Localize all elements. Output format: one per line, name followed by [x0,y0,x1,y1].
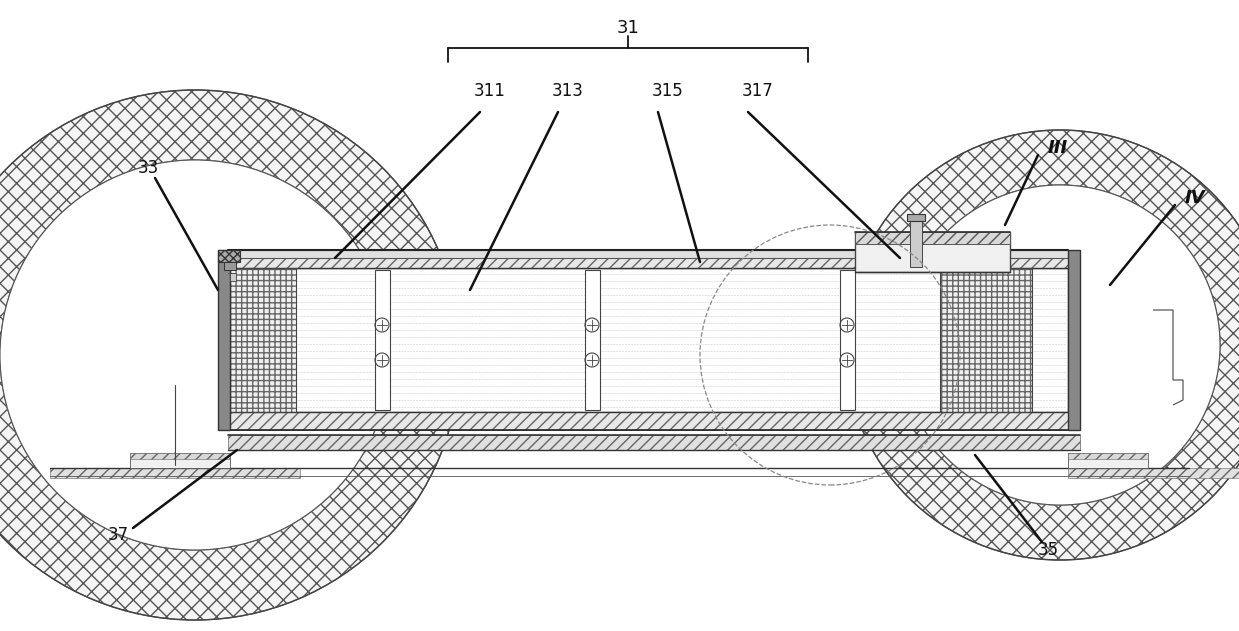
Bar [1068,468,1239,478]
Bar [585,270,600,410]
Text: 311: 311 [475,82,506,100]
Circle shape [900,185,1220,505]
Bar [940,268,1032,412]
Bar [224,262,235,270]
Text: 317: 317 [742,82,774,100]
Bar [228,268,296,412]
Bar [375,270,390,410]
Text: 313: 313 [553,82,584,100]
Text: 315: 315 [652,82,684,100]
Text: 33: 33 [138,159,159,177]
Circle shape [0,160,390,550]
Bar [940,268,1032,412]
Bar [228,268,1068,412]
Bar [228,412,1068,430]
Bar [840,270,855,410]
Bar [130,453,230,468]
Bar [855,232,1010,272]
Text: 31: 31 [617,19,639,37]
Wedge shape [845,130,1239,560]
Bar [218,250,230,430]
Bar [228,250,1068,258]
Bar [130,453,230,459]
Wedge shape [0,90,460,620]
Bar [907,214,926,221]
Bar [1068,250,1080,430]
Bar [228,435,1080,450]
Text: 37: 37 [108,526,129,544]
Bar [228,268,296,412]
Bar [855,232,1010,244]
Bar [228,250,1068,268]
Bar [1068,453,1149,468]
Bar [230,273,235,281]
Bar [1068,453,1149,459]
Text: IV: IV [1184,189,1206,207]
Bar [50,468,300,478]
Text: III: III [1048,139,1068,157]
Bar [218,250,240,262]
Text: 35: 35 [1037,541,1058,559]
Bar [909,217,922,267]
